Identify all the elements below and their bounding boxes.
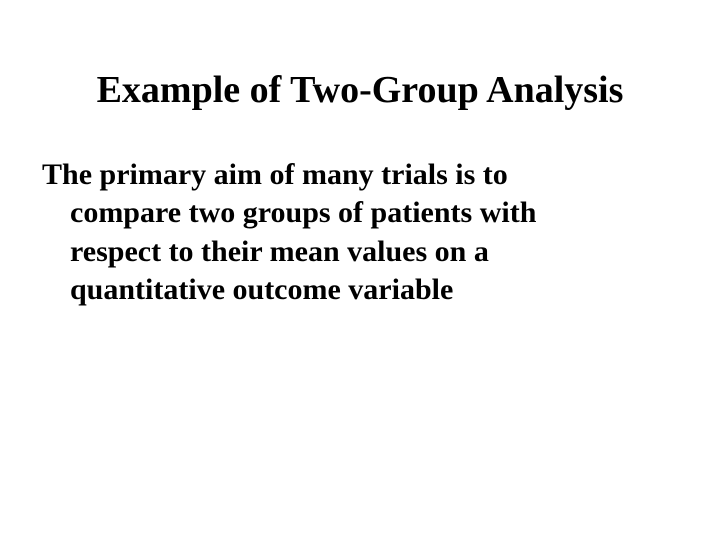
slide-body-text: The primary aim of many trials is to com… — [68, 156, 680, 310]
slide-title: Example of Two-Group Analysis — [40, 68, 680, 112]
slide-container: Example of Two-Group Analysis The primar… — [0, 0, 720, 540]
